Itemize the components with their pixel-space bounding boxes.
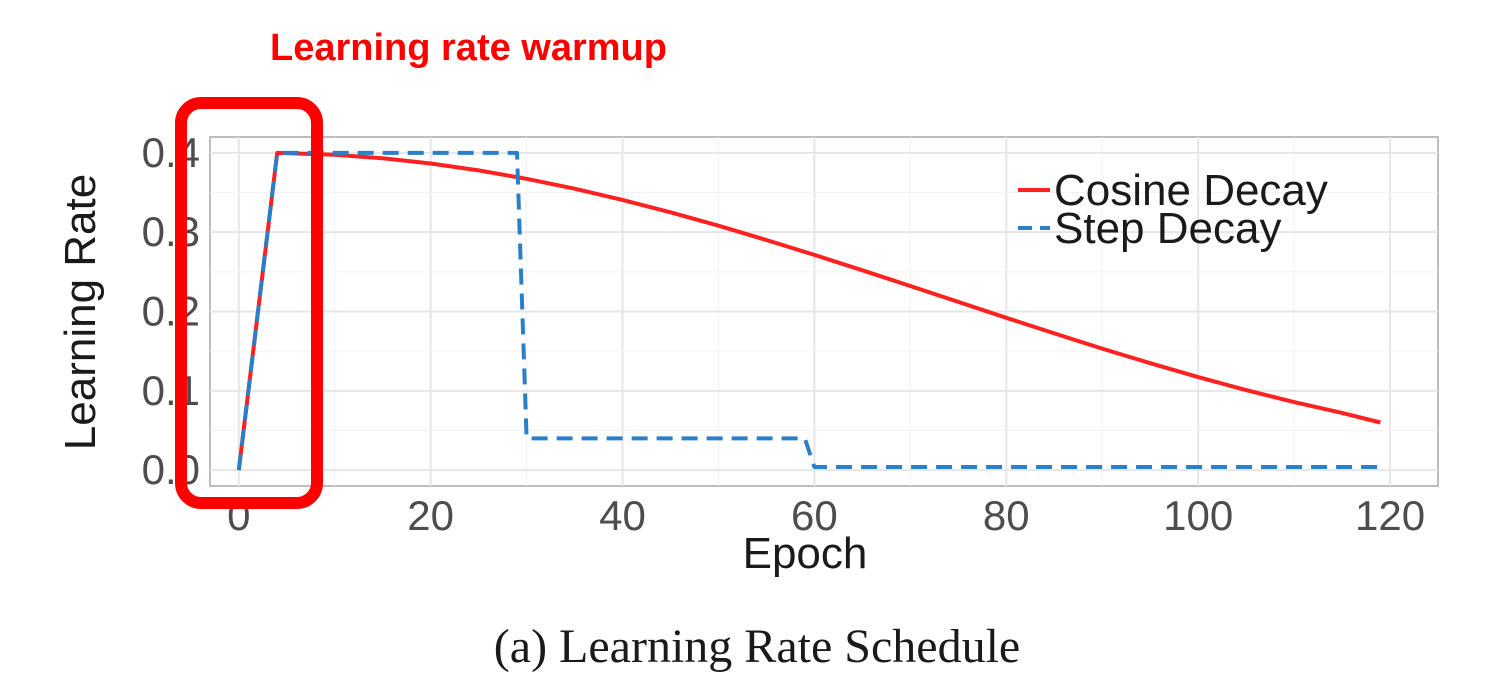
grid-lines	[210, 137, 1438, 486]
warmup-highlight-box	[175, 97, 323, 509]
x-tick-label: 20	[407, 492, 454, 539]
x-tick-label: 40	[599, 492, 646, 539]
x-axis-label: Epoch	[743, 529, 868, 578]
series-line-cosine-decay	[236, 150, 1381, 471]
legend-label-cosine-decay: Cosine Decay	[1054, 166, 1328, 215]
x-tick-label: 120	[1355, 492, 1425, 539]
y-tick-label: 0.0	[142, 446, 200, 493]
figure-caption: (a) Learning Rate Schedule	[494, 620, 1020, 673]
x-tick-label: 60	[791, 492, 838, 539]
y-tick-label: 0.1	[142, 367, 200, 414]
legend: Cosine Decay Step Decay	[1018, 166, 1328, 253]
series-line-step-decay	[236, 150, 1381, 471]
y-tick-label: 0.4	[142, 129, 200, 176]
y-tick-label: 0.3	[142, 208, 200, 255]
legend-label-step-decay: Step Decay	[1054, 204, 1281, 253]
warmup-annotation-label: Learning rate warmup	[270, 27, 667, 69]
y-tick-label: 0.2	[142, 288, 200, 335]
y-tick-labels: 0.0 0.1 0.2 0.3 0.4	[142, 129, 200, 493]
y-axis-label: Learning Rate	[56, 174, 105, 450]
x-tick-labels: 0 20 40 60 80 100 120	[227, 492, 1425, 539]
series-layer	[236, 150, 1381, 471]
x-tick-label: 80	[983, 492, 1030, 539]
x-tick-label: 100	[1163, 492, 1233, 539]
